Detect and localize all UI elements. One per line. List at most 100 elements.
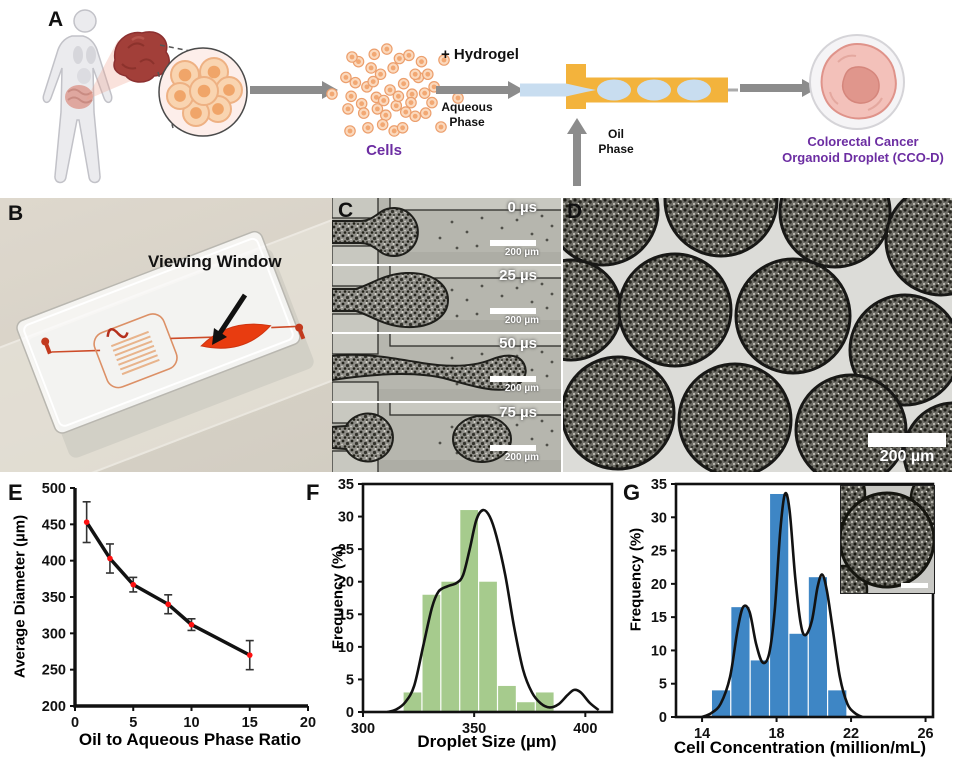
svg-text:400: 400 bbox=[42, 554, 66, 570]
svg-text:20: 20 bbox=[651, 577, 667, 593]
c-frame: 50 µs 200 µm bbox=[332, 334, 561, 401]
svg-text:35: 35 bbox=[338, 477, 354, 493]
c-frame-scale-label: 200 µm bbox=[504, 247, 539, 258]
tick-labels: 300 350 400 0 5 10 15 20 25 30 35 bbox=[338, 477, 598, 737]
data-point bbox=[107, 555, 113, 562]
droplet-micrograph bbox=[563, 198, 952, 472]
microfluidic-junction-icon bbox=[520, 64, 738, 109]
e-chart: 0 5 10 15 20 200 250 300 350 400 450 500 bbox=[42, 481, 316, 731]
cells-cluster-icon bbox=[326, 43, 464, 137]
svg-text:5: 5 bbox=[659, 677, 667, 693]
data-point bbox=[83, 519, 90, 525]
arrow-up-icon bbox=[567, 118, 587, 186]
svg-text:35: 35 bbox=[651, 477, 667, 493]
arrow-right-icon bbox=[436, 81, 524, 99]
annotation-arrowhead bbox=[212, 328, 227, 345]
c-frame-scale-label: 200 µm bbox=[504, 383, 539, 394]
svg-text:20: 20 bbox=[300, 715, 316, 731]
svg-text:300: 300 bbox=[42, 626, 66, 642]
g-inset-micrograph bbox=[840, 485, 935, 594]
viewing-window-label: Viewing Window bbox=[148, 252, 282, 271]
svg-text:450: 450 bbox=[42, 517, 66, 533]
svg-text:30: 30 bbox=[338, 510, 354, 526]
annotation-arrow bbox=[217, 293, 248, 335]
g-x-axis-title: Cell Concentration (million/mL) bbox=[673, 738, 927, 757]
svg-text:5: 5 bbox=[129, 715, 137, 731]
svg-text:15: 15 bbox=[242, 715, 258, 731]
svg-text:300: 300 bbox=[351, 721, 375, 737]
arrow-right-icon bbox=[740, 79, 818, 97]
c-frame-time: 75 µs bbox=[499, 404, 537, 421]
data-point bbox=[165, 601, 171, 608]
c-frame-time: 50 µs bbox=[499, 335, 537, 352]
svg-text:350: 350 bbox=[42, 590, 66, 606]
hydrogel-label: + Hydrogel bbox=[441, 46, 519, 63]
tumor-icon bbox=[113, 31, 170, 83]
svg-text:200: 200 bbox=[42, 699, 66, 715]
panel-b-label: B bbox=[8, 202, 24, 225]
axes bbox=[358, 482, 614, 717]
c-frame: 75 µs 200 µm bbox=[332, 403, 561, 472]
panel-a-label: A bbox=[48, 8, 64, 31]
chart-bars bbox=[711, 493, 847, 717]
organoid-circle-icon bbox=[158, 47, 248, 137]
svg-text:350: 350 bbox=[462, 721, 486, 737]
panel-g: 14 18 22 26 0 5 10 15 20 25 30 35 G Frequency (%) C… bbox=[620, 472, 955, 764]
panel-e-label: E bbox=[8, 480, 23, 505]
svg-text:25: 25 bbox=[338, 542, 354, 558]
data-point bbox=[246, 652, 253, 658]
organoid-droplet-icon bbox=[809, 34, 905, 130]
axes bbox=[70, 487, 309, 711]
panel-c: 0 µs 200 µm 25 µs 200 µm 50 µs 200 µm 75 µs 200… bbox=[332, 198, 561, 472]
svg-text:15: 15 bbox=[338, 607, 354, 623]
oil-phase-label: Oil Phase bbox=[598, 127, 634, 156]
svg-text:10: 10 bbox=[338, 640, 354, 656]
panel-b: B Viewing Window bbox=[0, 198, 332, 472]
svg-text:25: 25 bbox=[651, 544, 667, 560]
c-frame-time: 0 µs bbox=[507, 199, 538, 216]
svg-text:5: 5 bbox=[346, 672, 354, 688]
g-y-axis-title: Frequency (%) bbox=[627, 527, 645, 632]
cells-label: Cells bbox=[366, 142, 402, 159]
panel-a: A Cells + Hydrogel Aqueous Phase Oil Pha… bbox=[0, 0, 955, 198]
svg-text:14: 14 bbox=[694, 726, 710, 742]
svg-text:30: 30 bbox=[651, 510, 667, 526]
svg-text:18: 18 bbox=[768, 726, 784, 742]
c-frame-scale-label: 200 µm bbox=[504, 452, 539, 463]
scale-bar bbox=[868, 433, 946, 447]
c-frame-time: 25 µs bbox=[499, 267, 537, 284]
c-frame: 25 µs 200 µm bbox=[332, 266, 561, 332]
svg-text:10: 10 bbox=[183, 715, 199, 731]
c-frame-scale-label: 200 µm bbox=[504, 315, 539, 326]
svg-text:15: 15 bbox=[651, 610, 667, 626]
ccod-label: Colorectal Cancer Organoid Droplet (CCO-… bbox=[782, 134, 944, 166]
panel-c-label: C bbox=[338, 199, 354, 222]
e-y-axis-title: Average Diameter (µm) bbox=[11, 514, 29, 679]
data-line bbox=[85, 521, 251, 657]
arrow-right-icon bbox=[250, 81, 338, 99]
svg-text:250: 250 bbox=[42, 663, 66, 679]
svg-text:0: 0 bbox=[346, 705, 354, 721]
f-x-axis-title: Droplet Size (µm) bbox=[417, 732, 557, 751]
data-point bbox=[130, 581, 137, 588]
svg-text:10: 10 bbox=[651, 643, 667, 659]
c-frame: 0 µs 200 µm bbox=[332, 198, 561, 264]
scale-label: 200 µm bbox=[879, 448, 935, 465]
svg-text:500: 500 bbox=[42, 481, 66, 497]
svg-text:26: 26 bbox=[917, 726, 933, 742]
panel-a-graphics bbox=[42, 9, 905, 186]
aqueous-phase-label: Aqueous Phase bbox=[441, 100, 493, 129]
svg-text:0: 0 bbox=[659, 710, 667, 726]
chip-photo bbox=[0, 210, 332, 472]
tick-labels: 0 5 10 15 20 200 250 300 350 400 450 500 bbox=[42, 481, 316, 731]
tick-labels: 14 18 22 26 0 5 10 15 20 25 30 35 bbox=[651, 477, 934, 742]
data-point bbox=[188, 621, 195, 628]
svg-text:20: 20 bbox=[338, 575, 354, 591]
svg-text:22: 22 bbox=[843, 726, 859, 742]
panel-g-label: G bbox=[623, 480, 641, 505]
panel-f-label: F bbox=[306, 480, 320, 505]
distribution-curve bbox=[387, 508, 600, 712]
axes bbox=[671, 482, 935, 722]
panel-e: 0 5 10 15 20 200 250 300 350 400 450 500 E Average … bbox=[0, 472, 330, 764]
